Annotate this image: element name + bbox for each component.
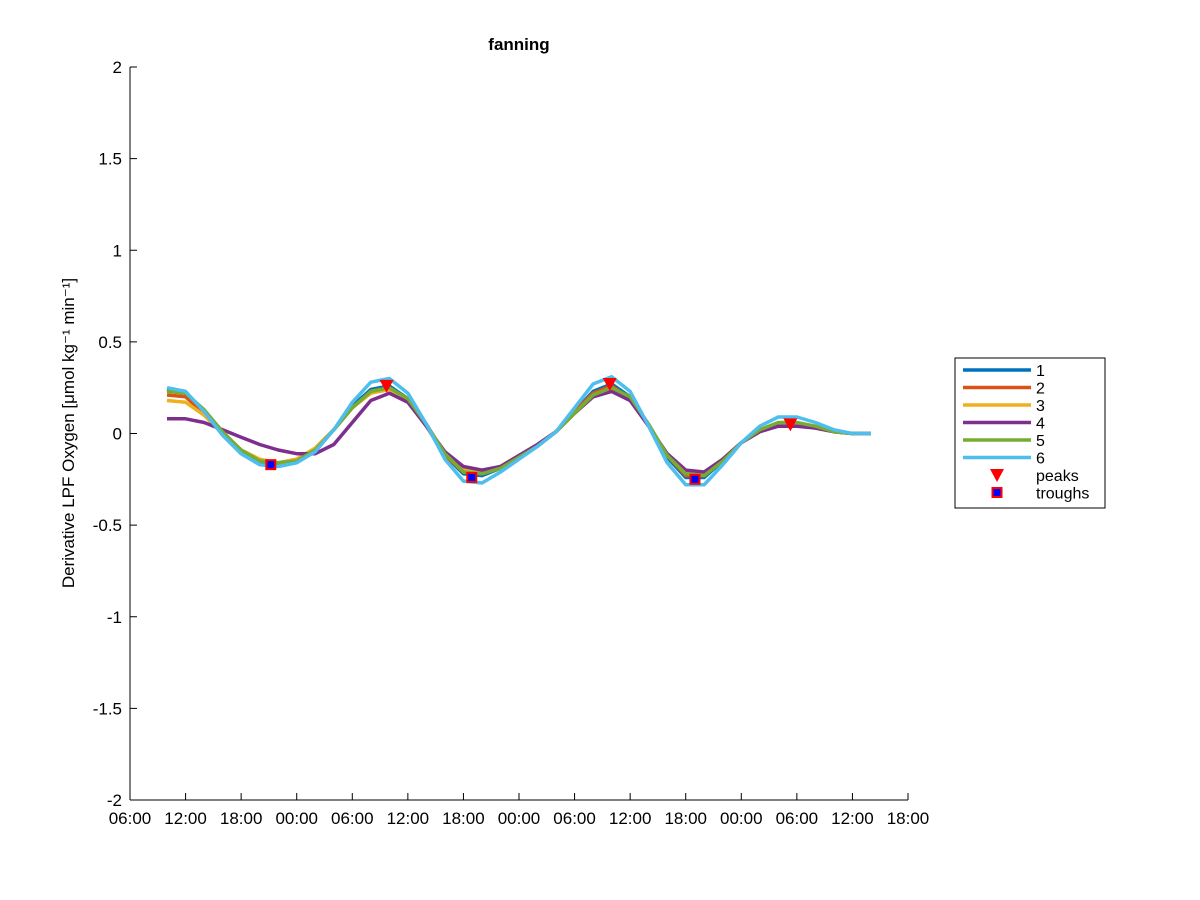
x-tick-label: 06:00 [553,809,596,828]
y-tick-label: 1.5 [98,150,122,169]
point-marker [466,471,478,483]
legend-label: troughs [1036,486,1089,503]
point-marker [689,473,701,485]
y-tick-label: -1 [107,608,122,627]
y-tick-label: 0 [113,425,122,444]
y-tick-label: -2 [107,791,122,810]
y-tick-label: -1.5 [93,699,122,718]
x-tick-label: 12:00 [609,809,652,828]
chart-title: fanning [488,35,549,54]
legend-marker [990,469,1004,482]
x-tick-label: 12:00 [831,809,874,828]
legend-label: 6 [1036,451,1045,468]
point-marker [379,379,394,393]
x-tick-label: 12:00 [387,809,430,828]
y-tick-label: 0.5 [98,333,122,352]
x-tick-label: 18:00 [442,809,485,828]
point-marker [602,378,617,392]
y-axis-label: Derivative LPF Oxygen [μmol kg⁻¹ min⁻¹] [59,278,78,588]
y-tick-label: 1 [113,241,122,260]
x-tick-label: 06:00 [776,809,819,828]
x-tick-label: 12:00 [164,809,207,828]
legend-label: 2 [1036,381,1045,398]
y-tick-label: -0.5 [93,516,122,535]
series-line [166,374,871,487]
x-tick-label: 06:00 [331,809,374,828]
point-marker [783,418,798,432]
x-tick-label: 00:00 [498,809,541,828]
x-tick-label: 18:00 [220,809,263,828]
point-marker [265,459,277,471]
x-tick-label: 00:00 [720,809,763,828]
legend [954,357,1106,509]
legend-label: 5 [1036,433,1045,450]
x-tick-label: 18:00 [664,809,707,828]
x-tick-label: 00:00 [275,809,318,828]
legend-label: 4 [1036,416,1045,433]
legend-label: 3 [1036,398,1045,415]
x-tick-label: 06:00 [109,809,152,828]
y-tick-label: 2 [113,58,122,77]
legend-label: peaks [1036,468,1079,485]
x-tick-label: 18:00 [887,809,930,828]
legend-marker [991,487,1003,498]
legend-label: 1 [1036,363,1045,380]
